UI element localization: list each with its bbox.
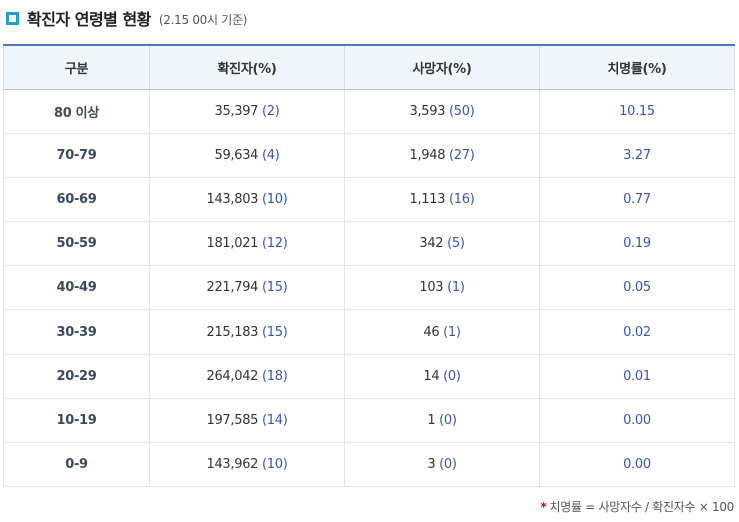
fatality-rate-cell: 0.01: [539, 354, 735, 399]
page-title: 확진자 연령별 현황: [27, 10, 151, 29]
footnote-text: 치명률 = 사망자수 / 확진자수 × 100: [549, 500, 735, 514]
confirmed-value: 264,042: [206, 368, 259, 384]
fatality-rate-cell: 0.19: [539, 221, 735, 267]
confirmed-percent: (14): [262, 412, 288, 428]
table-row: 30-39 215,183 (15) 46 (1) 0.02: [3, 309, 735, 355]
deaths-percent: (0): [439, 412, 457, 428]
table-row: 20-29 264,042 (18) 14 (0) 0.01: [3, 354, 735, 399]
age-group-cell: 50-59: [3, 221, 150, 267]
column-header-deaths: 사망자(%): [344, 44, 540, 90]
age-group-cell: 80 이상: [3, 89, 150, 134]
table-row: 60-69 143,803 (10) 1,113 (16) 0.77: [3, 177, 735, 223]
confirmed-cell: 181,021 (12): [149, 221, 345, 267]
confirmed-percent: (4): [262, 147, 280, 163]
confirmed-value: 35,397: [214, 103, 259, 119]
column-header-confirmed: 확진자(%): [149, 44, 345, 90]
confirmed-value: 197,585: [206, 412, 259, 428]
table-header: 구분 확진자(%) 사망자(%) 치명률(%): [3, 44, 735, 90]
confirmed-percent: (2): [262, 103, 280, 119]
deaths-value: 14: [423, 368, 440, 384]
deaths-value: 103: [419, 280, 444, 296]
table-row: 0-9 143,962 (10) 3 (0) 0.00: [3, 442, 735, 488]
age-group-cell: 10-19: [3, 398, 150, 444]
fatality-rate-cell: 0.77: [539, 177, 735, 223]
deaths-cell: 1,113 (16): [344, 177, 540, 223]
confirmed-percent: (15): [262, 324, 288, 340]
age-group-cell: 40-49: [3, 265, 150, 311]
deaths-cell: 3,593 (50): [344, 89, 540, 134]
confirmed-cell: 197,585 (14): [149, 398, 345, 444]
square-icon: [6, 12, 19, 25]
confirmed-percent: (12): [262, 236, 288, 252]
confirmed-value: 181,021: [206, 236, 259, 252]
age-group-cell: 70-79: [3, 133, 150, 178]
confirmed-percent: (18): [262, 368, 288, 384]
deaths-percent: (5): [447, 236, 465, 252]
fatality-rate-cell: 0.02: [539, 309, 735, 355]
table-row: 10-19 197,585 (14) 1 (0) 0.00: [3, 398, 735, 444]
deaths-value: 3,593: [409, 103, 446, 119]
deaths-cell: 342 (5): [344, 221, 540, 267]
fatality-rate-cell: 10.15: [539, 89, 735, 134]
confirmed-cell: 143,803 (10): [149, 177, 345, 223]
deaths-value: 1: [427, 412, 436, 428]
footnote-marker: *: [540, 500, 547, 514]
column-header-group: 구분: [3, 44, 150, 90]
deaths-percent: (27): [449, 147, 475, 163]
confirmed-value: 143,803: [206, 191, 259, 207]
deaths-value: 1,113: [409, 191, 446, 207]
confirmed-value: 221,794: [206, 280, 259, 296]
deaths-percent: (50): [449, 103, 475, 119]
deaths-percent: (1): [443, 324, 461, 340]
confirmed-cell: 143,962 (10): [149, 442, 345, 488]
deaths-value: 46: [423, 324, 440, 340]
confirmed-percent: (10): [262, 457, 288, 473]
table-row: 40-49 221,794 (15) 103 (1) 0.05: [3, 265, 735, 311]
fatality-rate-cell: 0.00: [539, 442, 735, 488]
fatality-rate-cell: 3.27: [539, 133, 735, 178]
table-row: 70-79 59,634 (4) 1,948 (27) 3.27: [3, 133, 735, 178]
table-body: 80 이상 35,397 (2) 3,593 (50) 10.15 70-79 59,63…: [3, 89, 735, 488]
table-row: 80 이상 35,397 (2) 3,593 (50) 10.15: [3, 89, 735, 134]
deaths-value: 3: [427, 457, 436, 473]
deaths-cell: 3 (0): [344, 442, 540, 488]
confirmed-value: 59,634: [214, 147, 259, 163]
confirmed-cell: 264,042 (18): [149, 354, 345, 399]
column-header-fatality: 치명률(%): [539, 44, 735, 90]
confirmed-percent: (10): [262, 191, 288, 207]
age-group-cell: 60-69: [3, 177, 150, 223]
deaths-percent: (0): [439, 457, 457, 473]
age-status-table: 구분 확진자(%) 사망자(%) 치명률(%) 80 이상 35,397 (2) 3…: [3, 44, 735, 488]
age-group-cell: 0-9: [3, 442, 150, 488]
deaths-value: 1,948: [409, 147, 446, 163]
table-row: 50-59 181,021 (12) 342 (5) 0.19: [3, 221, 735, 267]
deaths-percent: (0): [443, 368, 461, 384]
confirmed-value: 143,962: [206, 457, 259, 473]
header-row: 구분 확진자(%) 사망자(%) 치명률(%): [3, 44, 735, 90]
deaths-cell: 1,948 (27): [344, 133, 540, 178]
section-header: 확진자 연령별 현황 (2.15 00시 기준): [6, 8, 248, 29]
deaths-cell: 103 (1): [344, 265, 540, 311]
deaths-cell: 14 (0): [344, 354, 540, 399]
deaths-cell: 1 (0): [344, 398, 540, 444]
footnote: * 치명률 = 사망자수 / 확진자수 × 100: [540, 498, 735, 515]
page-subtitle: (2.15 00시 기준): [158, 13, 248, 27]
confirmed-percent: (15): [262, 280, 288, 296]
confirmed-cell: 59,634 (4): [149, 133, 345, 178]
deaths-value: 342: [419, 236, 444, 252]
fatality-rate-cell: 0.00: [539, 398, 735, 444]
confirmed-value: 215,183: [206, 324, 259, 340]
age-group-cell: 30-39: [3, 309, 150, 355]
confirmed-cell: 221,794 (15): [149, 265, 345, 311]
confirmed-cell: 215,183 (15): [149, 309, 345, 355]
deaths-percent: (1): [447, 280, 465, 296]
deaths-cell: 46 (1): [344, 309, 540, 355]
age-group-cell: 20-29: [3, 354, 150, 399]
fatality-rate-cell: 0.05: [539, 265, 735, 311]
confirmed-cell: 35,397 (2): [149, 89, 345, 134]
deaths-percent: (16): [449, 191, 475, 207]
